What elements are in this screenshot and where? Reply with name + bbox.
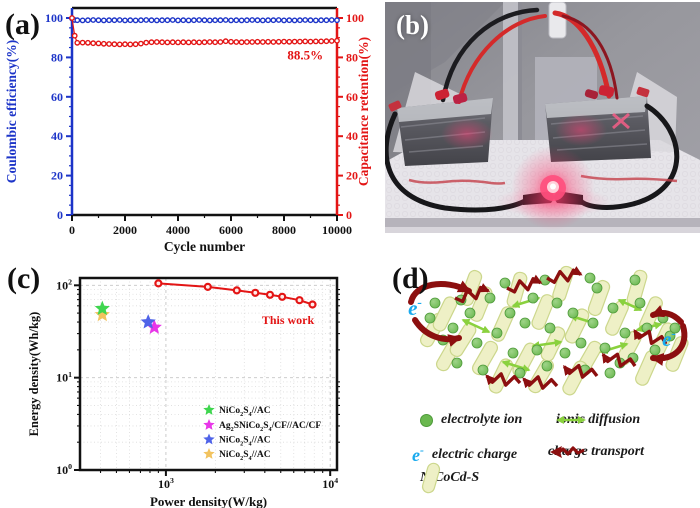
d-legend-nicocds: NiCoCd-S (420, 462, 479, 494)
svg-text:4000: 4000 (166, 223, 190, 237)
reference-star (146, 319, 162, 334)
edge-clip-left (388, 100, 402, 112)
red-wire-left-top (457, 14, 547, 104)
svg-text:Cycle number: Cycle number (164, 239, 245, 254)
pouch-cell-left (397, 98, 493, 166)
svg-text:80: 80 (51, 50, 63, 64)
series-retention (69, 15, 340, 48)
pouch-cell-right (545, 96, 651, 162)
panel-a-label: (a) (5, 8, 40, 41)
ragone-chart: 103 104 100 101 102 Power density(W/kg) Energy… (27, 276, 340, 508)
nicocd-s-rod-icon (421, 462, 441, 494)
electrolyte-ion-icon (420, 413, 433, 427)
svg-text:2000: 2000 (113, 223, 137, 237)
red-clip-right-a (598, 85, 615, 97)
svg-text:NiCo2S4//AC: NiCo2S4//AC (219, 436, 271, 448)
svg-text:e-: e- (408, 295, 422, 320)
d-legend-charge-transport: charge transport (548, 444, 644, 460)
panel-b-label: (b) (396, 10, 429, 40)
svg-text:101: 101 (56, 370, 72, 385)
series-efficiency (69, 15, 340, 24)
svg-text:100: 100 (45, 11, 63, 25)
svg-text:This work: This work (262, 313, 315, 327)
edge-clip-right (636, 86, 650, 98)
chart-legend: NiCo2S4//AC Ag2SNiCo2S4/CF//AC/CF NiCo2S4/… (203, 404, 321, 462)
svg-text:6000: 6000 (219, 223, 243, 237)
maroon-wire-right-top (561, 14, 619, 100)
svg-text:Power density(W/kg): Power density(W/kg) (150, 494, 267, 508)
svg-text:102: 102 (56, 278, 72, 293)
led (495, 146, 611, 230)
d-legend-electrolyte-ion: electrolyte ion (420, 412, 522, 428)
d-legend-electric-charge: e- electric charge (412, 444, 517, 466)
red-wire-right-top (552, 10, 612, 99)
this-work-series (154, 279, 317, 309)
svg-text:100: 100 (346, 11, 364, 25)
svg-text:NiCo2S4//AC: NiCo2S4//AC (219, 450, 271, 462)
grid (80, 278, 337, 470)
d-legend-ionic-diffusion: ionic diffusion (556, 412, 640, 428)
svg-text:20: 20 (346, 169, 358, 183)
svg-text:Ag2SNiCo2S4/CF//AC/CF: Ag2SNiCo2S4/CF//AC/CF (219, 421, 321, 433)
electron-flow-arrows (408, 280, 688, 366)
svg-text:40: 40 (346, 129, 358, 143)
svg-text:60: 60 (346, 90, 358, 104)
electric-charge-label: electric charge (431, 447, 518, 462)
ionic-diffusion-label: ionic diffusion (556, 412, 641, 427)
svg-text:0: 0 (57, 208, 63, 222)
reference-star (94, 306, 110, 322)
svg-text:10000: 10000 (322, 223, 352, 237)
svg-text:Coulombic efficiency(%): Coulombic efficiency(%) (4, 40, 19, 184)
svg-text:60: 60 (51, 90, 63, 104)
svg-text:103: 103 (158, 476, 174, 491)
svg-text:100: 100 (56, 462, 72, 477)
svg-text:NiCo2S4//AC: NiCo2S4//AC (219, 406, 271, 418)
reference-star (94, 300, 110, 315)
panel-d-label: (d) (392, 262, 429, 295)
electrolyte-ion-label: electrolyte ion (441, 412, 523, 427)
svg-text:104: 104 (322, 476, 338, 491)
top-clip (548, 2, 567, 39)
axes (74, 276, 340, 476)
svg-text:20: 20 (51, 169, 63, 183)
svg-text:Capacitance retention(%): Capacitance retention(%) (356, 37, 371, 186)
device-photo (385, 2, 700, 233)
svg-text:0: 0 (346, 208, 352, 222)
charge-transport-arrows (454, 266, 668, 390)
mechanism-diagram: e-e- (408, 265, 689, 396)
svg-text:e-: e- (662, 326, 676, 351)
electric-charge-symbol: e- (412, 444, 424, 465)
panel-c-label: (c) (7, 262, 41, 295)
charge-transport-icon (550, 446, 585, 458)
reference-star (140, 314, 156, 329)
svg-text:80: 80 (346, 50, 358, 64)
black-wire-left-top (440, 7, 540, 103)
ionic-diffusion-icon (556, 416, 586, 424)
svg-text:0: 0 (69, 223, 75, 237)
wires-top (388, 7, 650, 112)
svg-text:8000: 8000 (272, 223, 296, 237)
svg-text:Energy density(Wh/kg): Energy density(Wh/kg) (27, 312, 41, 437)
red-clip-left-a (434, 88, 450, 101)
red-clip-left-b (452, 93, 468, 104)
svg-text:88.5%: 88.5% (287, 47, 323, 62)
svg-text:40: 40 (51, 129, 63, 143)
red-clip-right-b (584, 89, 599, 100)
